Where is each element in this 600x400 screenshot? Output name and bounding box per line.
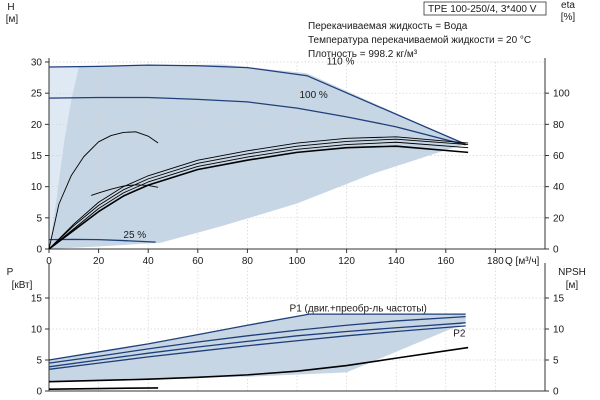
head-efficiency-panel: 0 5 10 15 20 25 30 0 20 40 60 80 100 0 20 40 60 80 100 120 1… — [6, 0, 576, 267]
power-left-tick-label: 10 — [31, 325, 43, 336]
power-left-axis-title: P — [7, 267, 14, 278]
head-x-tick-label: 120 — [338, 256, 355, 267]
power-left-axis-unit: [кВт] — [12, 280, 33, 291]
head-curve-label-0: 110 % — [327, 56, 355, 67]
power-left-tick-label: 15 — [31, 294, 43, 305]
head-x-tick-label: 180 — [487, 256, 504, 267]
head-x-tick-label: 20 — [93, 256, 105, 267]
head-left-tick-label: 20 — [31, 120, 43, 131]
power-series-4 — [48, 387, 159, 390]
head-right-tick-label: 100 — [553, 89, 570, 100]
power-curve-label-1: P2 — [453, 328, 466, 339]
head-x-tick-label: 0 — [46, 256, 52, 267]
head-series-7 — [48, 141, 469, 250]
head-left-axis-title: H — [7, 2, 14, 13]
head-series-3 — [48, 131, 159, 250]
head-left-tick-label: 25 — [31, 89, 43, 100]
head-series-2 — [48, 238, 156, 243]
power-npsh-panel: 0 5 10 15 0 5 10 15 P [кВт] NPSH [м] P1 (двиг.+преоб… — [7, 263, 586, 398]
head-left-tick-label: 5 — [36, 213, 42, 224]
head-left-axis-unit: [м] — [6, 14, 19, 25]
head-right-tick-label: 60 — [553, 151, 565, 162]
head-series-0 — [48, 64, 466, 145]
head-x-tick-label: 160 — [437, 256, 454, 267]
power-series-1 — [48, 315, 466, 364]
info-line-density: Плотность = 998.2 кг/м³ — [308, 49, 418, 60]
power-operating-area — [49, 314, 466, 382]
power-series-5 — [48, 346, 469, 383]
power-series-2 — [48, 322, 466, 368]
head-x-tick-label: 100 — [289, 256, 306, 267]
head-x-tick-label: 80 — [242, 256, 254, 267]
power-curve-label-0: P1 (двиг.+преобр-ль частоты) — [290, 303, 427, 315]
head-x-tick-label: 60 — [192, 256, 204, 267]
power-series-0 — [48, 313, 466, 361]
power-series-3 — [48, 325, 466, 370]
head-right-tick-label: 40 — [553, 182, 565, 193]
power-right-tick-label: 10 — [553, 325, 565, 336]
head-curve-label-1: 100 % — [299, 90, 327, 101]
power-right-tick-label: 0 — [553, 387, 559, 398]
power-right-tick-label: 15 — [553, 294, 565, 305]
power-left-tick-label: 5 — [36, 356, 42, 367]
info-line-temperature: Температура перекачиваемой жидкости = 20… — [308, 35, 531, 46]
model-label: TPE 100-250/4, 3*400 V — [428, 4, 537, 15]
head-x-tick-label: 40 — [143, 256, 155, 267]
head-series-5 — [48, 136, 469, 250]
head-x-axis-label: Q [м³/ч] — [505, 256, 540, 267]
power-right-axis-unit: [м] — [566, 280, 579, 291]
head-series-6 — [48, 138, 469, 250]
head-right-axis-unit: [%] — [561, 12, 576, 23]
head-left-tick-label: 10 — [31, 182, 43, 193]
head-series-1 — [48, 96, 466, 146]
power-right-axis-title: NPSH — [558, 267, 586, 278]
head-curve-label-2: 25 % — [123, 230, 146, 241]
head-right-tick-label: 80 — [553, 120, 565, 131]
head-right-tick-label: 0 — [553, 245, 559, 256]
power-right-tick-label: 5 — [553, 356, 559, 367]
head-x-tick-label: 140 — [388, 256, 405, 267]
info-line-fluid: Перекачиваемая жидкость = Вода — [308, 21, 468, 32]
head-left-tick-label: 0 — [36, 245, 42, 256]
model-label-box: TPE 100-250/4, 3*400 V — [423, 1, 547, 16]
head-series-8 — [48, 145, 469, 250]
head-low-flow-area — [49, 66, 79, 249]
head-left-tick-label: 15 — [31, 151, 43, 162]
power-left-tick-label: 0 — [36, 387, 42, 398]
head-right-axis-title: eta — [561, 0, 575, 11]
head-left-tick-label: 30 — [31, 58, 43, 69]
head-right-tick-label: 20 — [553, 213, 565, 224]
head-operating-area — [49, 64, 466, 249]
